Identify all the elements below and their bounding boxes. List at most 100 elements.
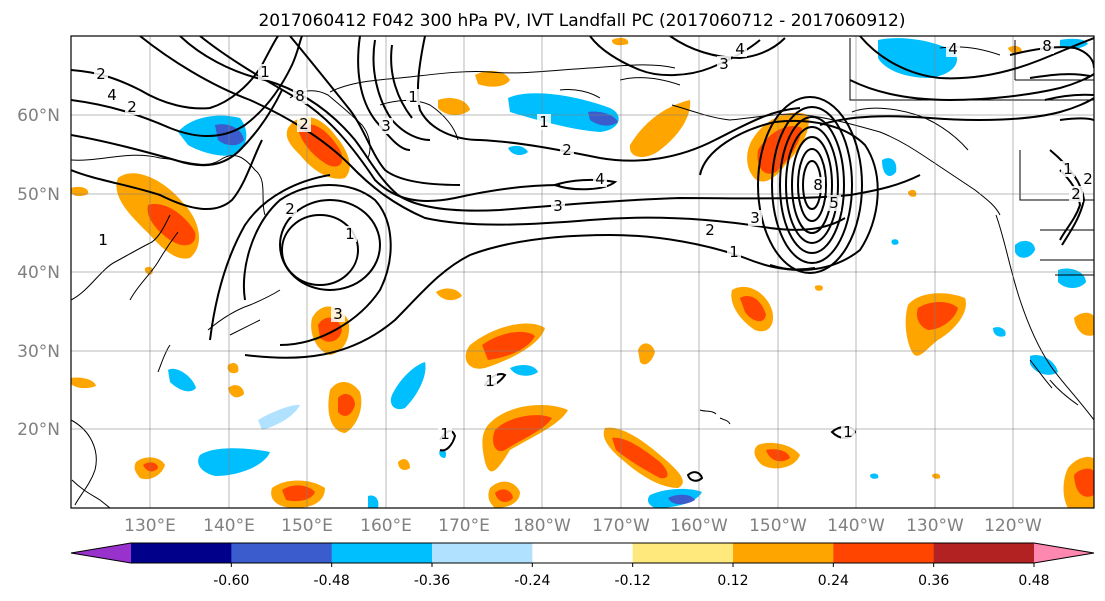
colorbar-segment xyxy=(432,543,533,563)
contour-label-bg xyxy=(483,373,497,389)
contour-label-bg xyxy=(811,177,825,193)
contour-label-bg xyxy=(748,210,762,226)
contour-label-bg xyxy=(297,116,311,132)
contour-label: 3 xyxy=(381,117,391,135)
contour-label: 2 xyxy=(299,115,309,133)
contour-label: 4 xyxy=(948,40,958,58)
contour-label: 1 xyxy=(98,231,108,249)
contour-label: 2 xyxy=(1071,185,1081,203)
longitude-label: 170°W xyxy=(592,516,650,536)
contour-label-bg xyxy=(331,306,345,322)
contour-label: 2 xyxy=(127,98,137,116)
positive-anomaly-north xyxy=(438,37,691,157)
contour-label: 3 xyxy=(719,55,729,73)
contour-label: 1 xyxy=(843,423,853,441)
longitude-label: 130°W xyxy=(906,516,964,536)
contour-label-bg xyxy=(946,41,960,57)
contour-label-bg xyxy=(560,142,574,158)
contour-label: 2 xyxy=(705,221,715,239)
contour-label: 1 xyxy=(260,63,270,81)
contour-label: 2 xyxy=(285,200,295,218)
contour-label-bg xyxy=(717,56,731,72)
colorbar-tick-label: 0.24 xyxy=(818,573,849,589)
contour-label: 8 xyxy=(1042,37,1052,55)
longitude-label: 120°W xyxy=(984,516,1042,536)
contour-label: 3 xyxy=(553,197,563,215)
contour-label-bg xyxy=(283,201,297,217)
positive-anomaly-east-pacific xyxy=(731,45,1094,508)
contour-label: 3 xyxy=(333,305,343,323)
contour-label: 2 xyxy=(562,141,572,159)
colorbar-extend-max xyxy=(1034,543,1094,563)
contour-label-bg xyxy=(1069,186,1083,202)
colorbar-tick-label: -0.24 xyxy=(514,573,550,589)
positive-anomaly-kamchatka xyxy=(286,116,350,179)
colorbar-tick-label: 0.12 xyxy=(717,573,748,589)
map-frame xyxy=(70,35,1095,509)
contour-label-bg xyxy=(258,64,272,80)
colorbar-tick-label: -0.12 xyxy=(615,573,651,589)
longitude-label: 150°E xyxy=(281,516,333,536)
contour-label-bg xyxy=(293,88,307,104)
contour-label-bg xyxy=(703,222,717,238)
latitude-label: 40°N xyxy=(17,263,60,283)
colorbar-segment xyxy=(231,543,333,563)
latitude-label: 50°N xyxy=(17,185,60,205)
contour-label: 1 xyxy=(440,425,450,443)
longitude-label: 160°E xyxy=(360,516,412,536)
contour-label: 4 xyxy=(107,86,117,104)
colorbar-segment xyxy=(933,543,1035,563)
contour-label-bg xyxy=(1040,38,1054,54)
contour-label-bg xyxy=(105,87,119,103)
colorbar-extend-min xyxy=(71,543,131,563)
contour-labels: 22412123421343885321111342182111 xyxy=(94,37,1095,443)
contour-label-bg xyxy=(94,66,108,82)
contour-label-bg xyxy=(406,89,420,105)
longitude-label: 140°W xyxy=(827,516,885,536)
positive-anomaly-subtropics xyxy=(71,186,683,508)
colorbar-segment xyxy=(532,543,634,563)
contour-label: 8 xyxy=(813,176,823,194)
contour-label: 1 xyxy=(539,113,549,131)
colorbar-tick-label: -0.48 xyxy=(314,573,350,589)
contour-label: 8 xyxy=(295,87,305,105)
latitude-labels: 20°N 30°N 40°N 50°N 60°N xyxy=(17,106,60,440)
positive-anomaly-korea xyxy=(116,173,200,259)
contour-label-bg xyxy=(841,424,855,440)
contour-label-bg xyxy=(1061,161,1075,177)
contour-label: 5 xyxy=(829,194,839,212)
contour-label-bg xyxy=(343,226,357,242)
longitude-label: 160°W xyxy=(670,516,728,536)
longitude-labels: 130°E 140°E 150°E 160°E 170°E 180°W 170°W 160°W… xyxy=(124,516,1042,536)
contour-label-bg xyxy=(537,114,551,130)
contour-label: 1 xyxy=(1063,160,1073,178)
colorbar-tick-label: 0.48 xyxy=(1018,573,1049,589)
longitude-label: 170°E xyxy=(438,516,490,536)
longitude-label: 180°W xyxy=(513,516,571,536)
map-panel: 22412123421343885321111342182111 xyxy=(70,35,1095,509)
contour-label: 1 xyxy=(345,225,355,243)
contour-label-bg xyxy=(827,195,841,211)
colorbar-tick-label: -0.36 xyxy=(414,573,450,589)
colorbar-segment xyxy=(733,543,834,563)
contour-label-bg xyxy=(96,232,110,248)
contour-label-bg xyxy=(733,41,747,57)
contour-label: 4 xyxy=(595,170,605,188)
contour-label-bg xyxy=(551,198,565,214)
contour-label: 4 xyxy=(735,40,745,58)
contour-label-bg xyxy=(1081,171,1095,187)
colorbar: -0.60 -0.48 -0.36 -0.24 -0.12 0.12 0.24 0.36 0.4… xyxy=(70,542,1095,589)
colorbar-tick-label: 0.36 xyxy=(918,573,949,589)
contour-label-bg xyxy=(438,426,452,442)
contour-label-bg xyxy=(727,244,741,260)
colorbar-segment xyxy=(833,543,935,563)
contour-label: 1 xyxy=(729,243,739,261)
contour-label: 2 xyxy=(1083,170,1093,188)
longitude-label: 140°E xyxy=(203,516,255,536)
contour-label-bg xyxy=(125,99,139,115)
latitude-label: 60°N xyxy=(17,106,60,126)
colorbar-outline xyxy=(70,542,1095,564)
contour-label: 1 xyxy=(408,88,418,106)
